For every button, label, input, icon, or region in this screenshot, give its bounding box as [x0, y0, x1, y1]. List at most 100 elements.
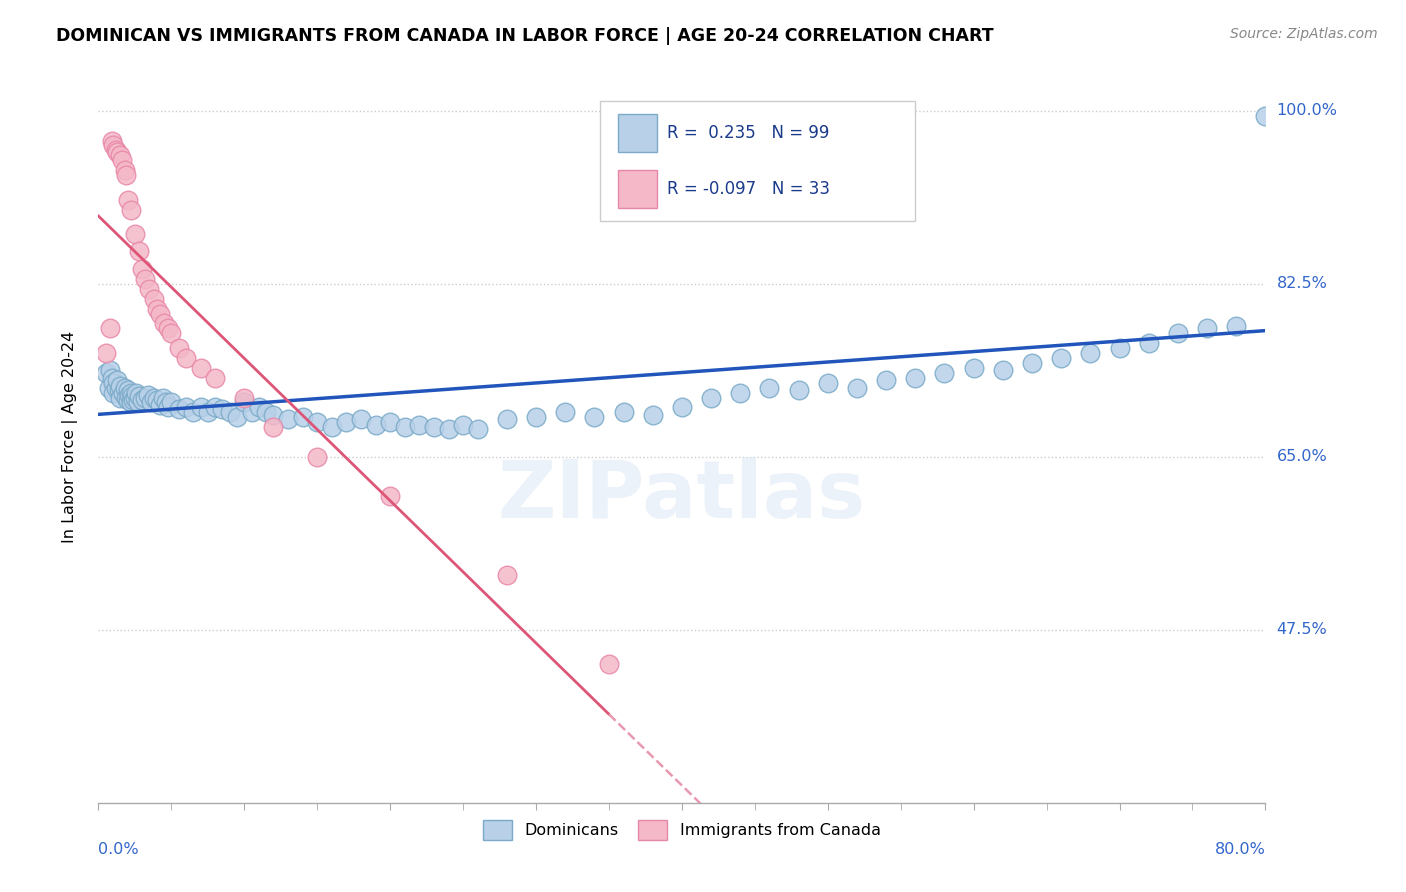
Point — [108, 383, 131, 397]
Point — [98, 321, 121, 335]
Point — [204, 371, 226, 385]
Point — [94, 346, 117, 360]
Point — [128, 244, 150, 259]
Point — [233, 391, 256, 405]
Point — [128, 388, 150, 402]
Point — [496, 412, 519, 426]
Text: 100.0%: 100.0% — [1277, 103, 1337, 119]
Point — [524, 410, 547, 425]
Point — [612, 405, 634, 419]
Point — [962, 360, 984, 375]
Point — [1341, 306, 1364, 320]
Point — [1254, 109, 1277, 123]
Point — [111, 153, 134, 168]
Point — [118, 387, 141, 401]
Text: ZIPatlas: ZIPatlas — [498, 457, 866, 534]
Point — [1050, 351, 1073, 365]
Point — [104, 381, 127, 395]
Point — [153, 317, 176, 331]
Point — [104, 144, 127, 158]
Y-axis label: In Labor Force | Age 20-24: In Labor Force | Age 20-24 — [62, 331, 77, 543]
Point — [787, 383, 810, 397]
Point — [335, 415, 357, 429]
Point — [120, 202, 142, 217]
Point — [139, 395, 162, 409]
Text: 0.0%: 0.0% — [98, 842, 139, 856]
Legend: Dominicans, Immigrants from Canada: Dominicans, Immigrants from Canada — [477, 814, 887, 846]
Point — [321, 420, 343, 434]
Point — [380, 415, 402, 429]
Point — [157, 321, 180, 335]
Point — [157, 401, 180, 415]
Text: Source: ZipAtlas.com: Source: ZipAtlas.com — [1230, 27, 1378, 41]
Point — [262, 420, 284, 434]
Point — [121, 388, 143, 402]
Point — [846, 381, 869, 395]
Point — [174, 351, 197, 365]
Point — [350, 412, 373, 426]
Point — [125, 385, 148, 400]
Point — [1108, 341, 1130, 355]
Point — [134, 272, 156, 286]
Point — [1284, 317, 1306, 331]
Point — [114, 381, 136, 395]
Point — [117, 383, 139, 397]
Point — [730, 385, 752, 400]
Point — [149, 399, 172, 413]
Point — [181, 405, 204, 419]
Point — [1313, 311, 1336, 326]
Point — [598, 657, 620, 672]
Point — [380, 489, 402, 503]
Point — [131, 392, 153, 407]
Point — [262, 409, 284, 423]
Point — [94, 366, 117, 380]
Point — [700, 391, 723, 405]
Point — [1400, 292, 1406, 306]
Text: R = -0.097   N = 33: R = -0.097 N = 33 — [666, 180, 830, 198]
Point — [1167, 326, 1189, 341]
Point — [98, 363, 121, 377]
Point — [277, 412, 299, 426]
Point — [934, 366, 956, 380]
Point — [152, 391, 174, 405]
Point — [100, 134, 122, 148]
Point — [160, 326, 183, 341]
Text: 80.0%: 80.0% — [1215, 842, 1265, 856]
Point — [117, 193, 139, 207]
Point — [211, 402, 233, 417]
Point — [131, 262, 153, 277]
Point — [134, 391, 156, 405]
Point — [110, 378, 132, 392]
Point — [364, 418, 387, 433]
Point — [146, 392, 169, 407]
Point — [138, 282, 160, 296]
Point — [136, 387, 159, 401]
Point — [408, 418, 430, 433]
Point — [127, 395, 149, 409]
Point — [1021, 356, 1043, 370]
Point — [124, 391, 146, 405]
Point — [1371, 301, 1393, 316]
Point — [142, 292, 165, 306]
Point — [160, 395, 183, 409]
FancyBboxPatch shape — [600, 101, 915, 221]
Point — [167, 402, 190, 417]
Point — [496, 568, 519, 582]
Point — [226, 410, 249, 425]
Point — [174, 401, 197, 415]
Point — [437, 422, 460, 436]
Point — [117, 392, 139, 407]
Point — [105, 145, 128, 160]
Point — [100, 371, 122, 385]
Point — [142, 391, 165, 405]
Point — [101, 385, 124, 400]
Point — [124, 227, 146, 242]
Point — [233, 395, 256, 409]
Point — [110, 148, 132, 162]
Point — [1137, 336, 1160, 351]
Point — [218, 405, 240, 419]
Point — [583, 410, 606, 425]
Point — [110, 391, 132, 405]
Point — [240, 405, 263, 419]
Point — [1195, 321, 1218, 335]
